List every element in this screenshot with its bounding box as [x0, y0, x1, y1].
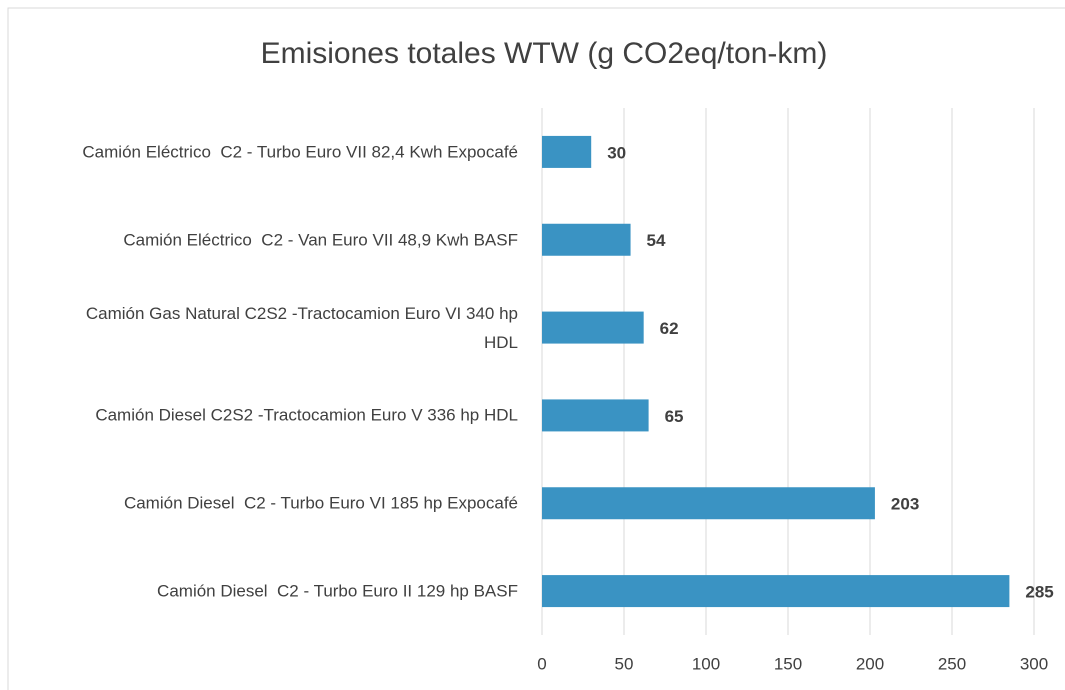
x-tick-label: 50 [615, 654, 634, 673]
x-tick-label: 150 [774, 654, 802, 673]
bar [542, 575, 1010, 608]
y-tick-label: Camión Diesel C2 - Turbo Euro VI 185 hp … [123, 493, 518, 513]
x-tick-label: 200 [856, 654, 884, 673]
x-tick-label: 300 [1020, 654, 1048, 673]
data-label: 65 [665, 407, 684, 426]
bar [542, 487, 875, 520]
chart-title: Emisiones totales WTW (g CO2eq/ton-km) [261, 37, 828, 70]
bar [542, 311, 644, 344]
data-label: 62 [660, 319, 679, 338]
bar [542, 223, 631, 256]
data-label: 30 [607, 143, 626, 162]
y-tick-label: Camión Diesel C2S2 -Tractocamion Euro V … [95, 405, 518, 425]
bar [542, 135, 592, 168]
data-label: 54 [647, 231, 666, 250]
y-tick-label: Camión Gas Natural C2S2 -Tractocamion Eu… [85, 303, 523, 352]
data-label: 203 [891, 495, 919, 514]
x-tick-label: 0 [537, 654, 546, 673]
data-label: 285 [1025, 583, 1053, 602]
x-tick-label: 100 [692, 654, 720, 673]
y-tick-label: Camión Eléctrico C2 - Van Euro VII 48,9 … [123, 230, 518, 250]
x-tick-label: 250 [938, 654, 966, 673]
y-tick-label: Camión Diesel C2 - Turbo Euro II 129 hp … [157, 581, 518, 601]
bar [542, 399, 649, 432]
chart-border [7, 7, 1065, 690]
y-tick-label: Camión Eléctrico C2 - Turbo Euro VII 82,… [82, 142, 518, 162]
